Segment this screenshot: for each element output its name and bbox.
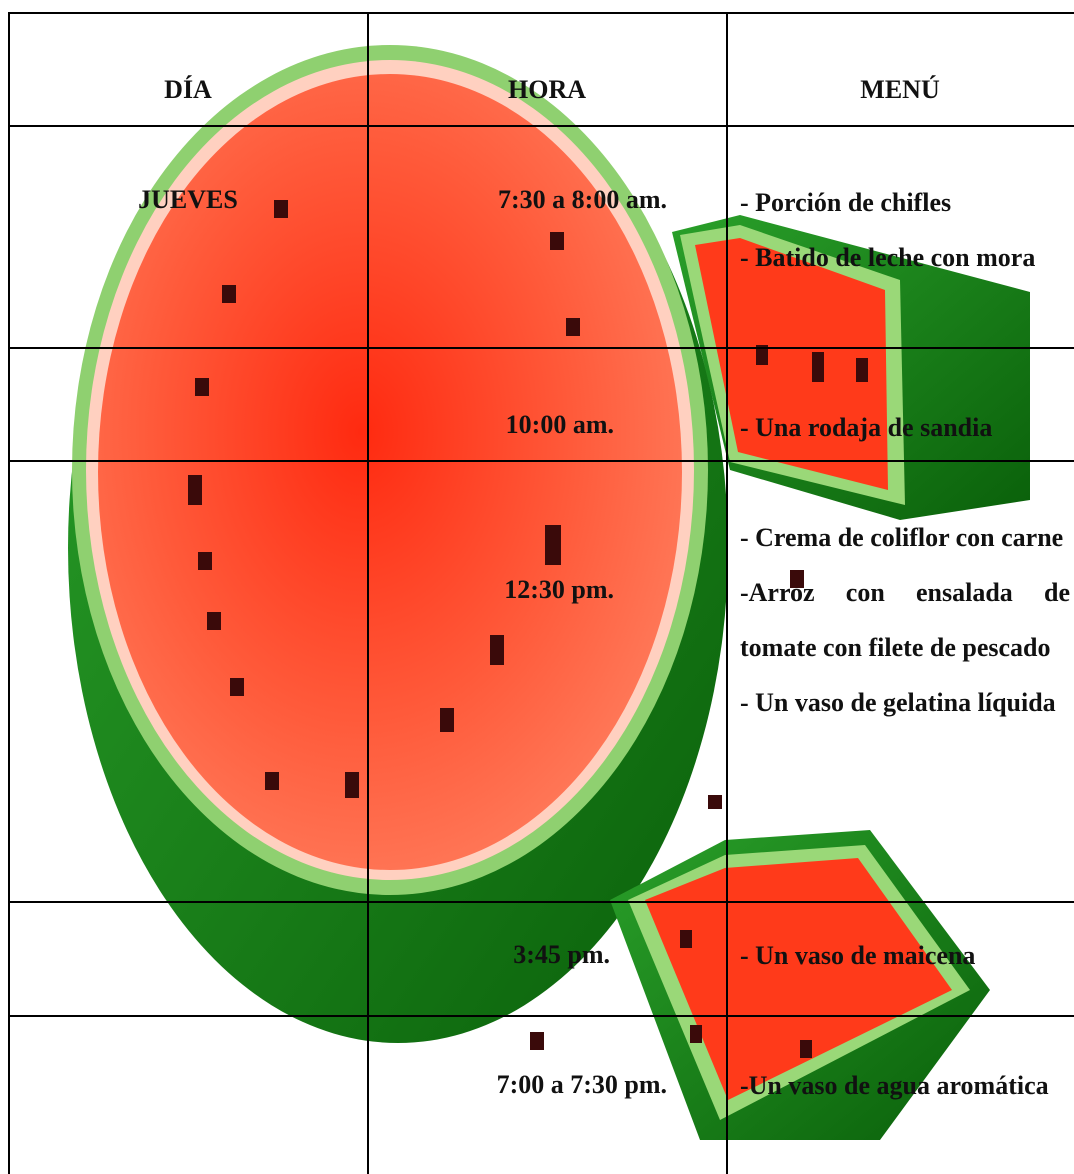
row-border	[8, 1015, 1074, 1017]
time-cell: 3:45 pm.	[513, 940, 610, 969]
row-border	[8, 347, 1074, 349]
column-header: DÍA	[164, 75, 212, 104]
menu-item: - Batido de leche con mora	[740, 243, 1036, 272]
row-border	[8, 125, 1074, 127]
column-border	[367, 12, 369, 1174]
menu-item: - Crema de coliflor con carne	[740, 523, 1064, 552]
menu-item: - Porción de chifles	[740, 188, 952, 217]
column-border	[726, 12, 728, 1174]
column-header: MENÚ	[860, 75, 940, 104]
menu-cell: -Un vaso de agua aromática	[740, 1058, 1070, 1113]
day-cell: JUEVES	[138, 185, 238, 214]
time-cell: 12:30 pm.	[504, 575, 614, 604]
menu-cell: - Crema de coliflor con carne -Arroz con …	[740, 510, 1070, 730]
time-cell: 10:00 am.	[505, 410, 614, 439]
menu-cell: - Una rodaja de sandia	[740, 400, 1070, 455]
menu-item: - Una rodaja de sandia	[740, 413, 993, 442]
column-header: HORA	[508, 75, 586, 104]
time-cell: 7:00 a 7:30 pm.	[496, 1070, 667, 1099]
row-border	[8, 12, 1074, 14]
menu-item: - Un vaso de gelatina líquida	[740, 688, 1056, 717]
menu-item: - Un vaso de maicena	[740, 941, 976, 970]
menu-cell: - Un vaso de maicena	[740, 928, 1070, 983]
menu-item: -Arroz con ensalada de tomate con filete…	[740, 578, 1070, 662]
menu-cell: - Porción de chifles - Batido de leche co…	[740, 175, 1070, 285]
column-border	[8, 12, 10, 1174]
row-border	[8, 901, 1074, 903]
row-border	[8, 460, 1074, 462]
menu-item: -Un vaso de agua aromática	[740, 1071, 1049, 1100]
time-cell: 7:30 a 8:00 am.	[498, 185, 667, 214]
